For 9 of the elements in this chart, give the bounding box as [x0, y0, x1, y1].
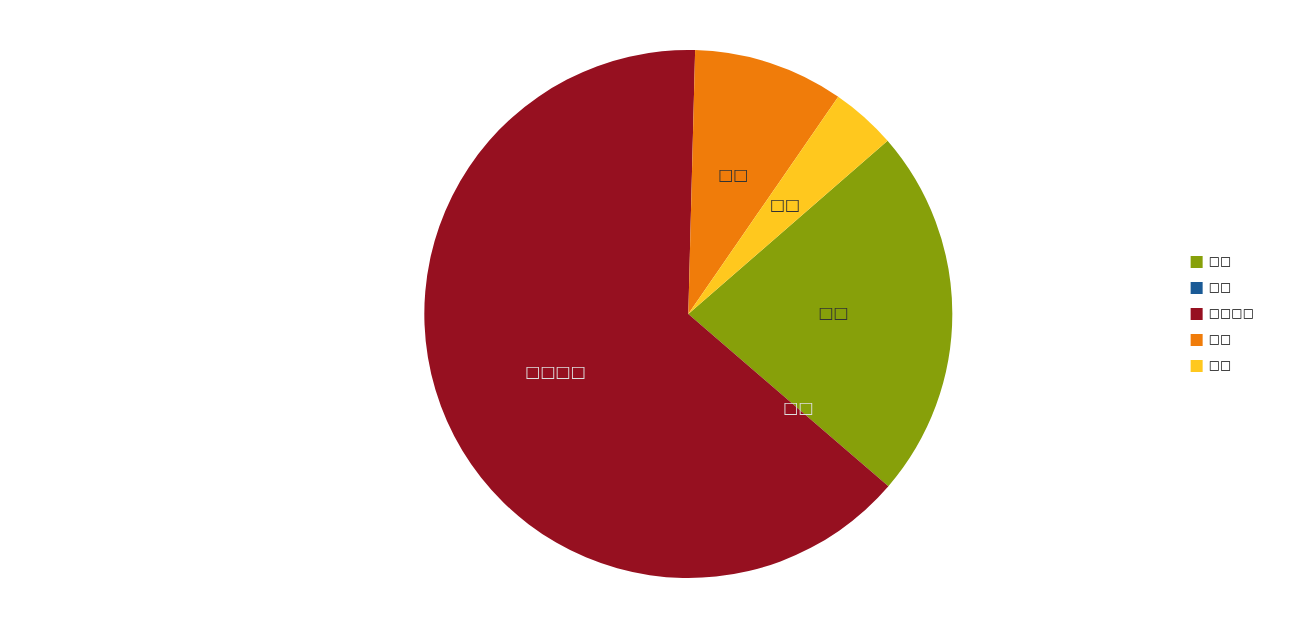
slice-label: □□□□: [525, 361, 586, 381]
legend-label: □□: [1208, 280, 1232, 295]
slice-label: □□: [818, 302, 849, 322]
legend-label: □□□□: [1208, 306, 1255, 321]
legend-label: □□: [1208, 254, 1232, 269]
slice-label: □□: [718, 165, 749, 185]
legend-label: □□: [1208, 332, 1232, 347]
slice-label: □□: [769, 194, 801, 214]
legend-label: □□: [1208, 358, 1232, 373]
